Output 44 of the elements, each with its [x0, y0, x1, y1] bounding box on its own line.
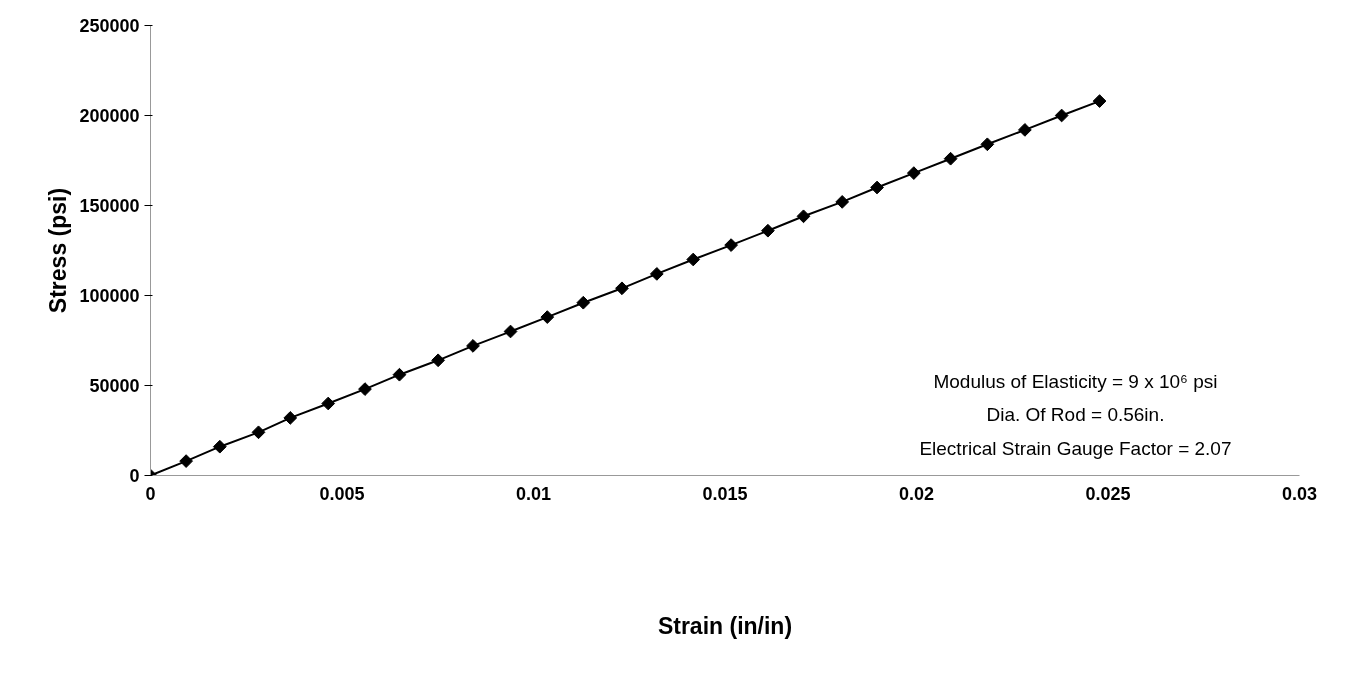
point [1092, 94, 1107, 108]
annotation: Dia. Of Rod = 0.56in. [986, 404, 1165, 426]
point [906, 166, 921, 180]
y-tick-label: 250000 [79, 16, 140, 36]
point [649, 267, 664, 281]
point [503, 324, 518, 339]
point [283, 411, 298, 425]
point [212, 439, 227, 454]
y-tick-label: 100000 [79, 286, 140, 306]
point [796, 209, 811, 224]
point [540, 310, 555, 324]
y-tick-label: 50000 [89, 376, 140, 396]
point [943, 151, 958, 166]
x-tick-label: 0 [145, 483, 156, 504]
point [321, 396, 336, 411]
y-tick-label: 200000 [79, 106, 140, 126]
point [980, 137, 995, 152]
x-tick-label: 0.02 [898, 483, 935, 504]
y-axis-title: Stress (psi) [45, 187, 72, 314]
x-tick-label: 0.03 [1281, 483, 1318, 504]
annotation: Electrical Strain Gauge Factor = 2.07 [919, 438, 1232, 459]
point [392, 367, 407, 382]
point [686, 252, 701, 267]
x-tick-label: 0.025 [1085, 483, 1131, 504]
point [615, 281, 629, 296]
point [1054, 108, 1069, 123]
x-tick-label: 0.005 [319, 483, 365, 504]
x-axis-title: Strain (in/in) [657, 612, 793, 639]
point [466, 339, 480, 353]
annotation: Modulus of Elasticity = 9 x 10⁶ psi [933, 370, 1218, 392]
point [870, 180, 884, 195]
y-tick-label: 0 [129, 466, 140, 486]
x-tick-label: 0.01 [515, 483, 552, 504]
y-tick-label: 150000 [79, 196, 140, 216]
point [251, 425, 266, 440]
point [1018, 123, 1032, 137]
x-tick-label: 0.015 [702, 483, 748, 504]
point [179, 454, 193, 468]
point [358, 382, 372, 396]
point [835, 195, 850, 209]
point [576, 295, 591, 310]
point [724, 238, 738, 252]
point [431, 353, 445, 368]
point [761, 223, 775, 238]
